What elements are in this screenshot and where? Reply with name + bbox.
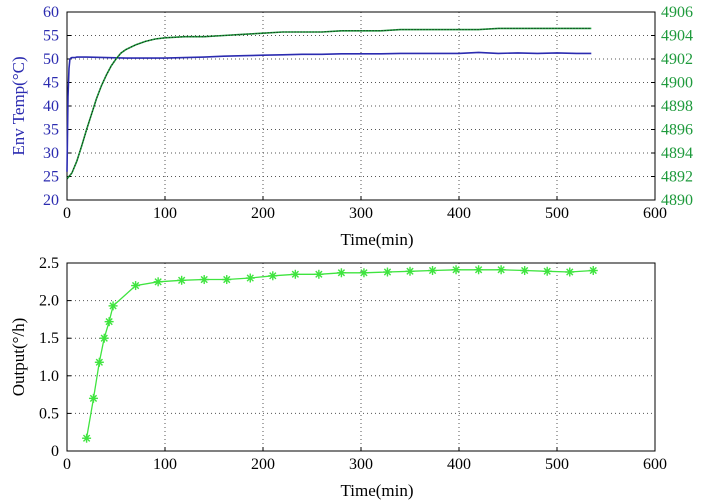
- bottom-y-tick-label: 1.0: [39, 368, 59, 385]
- bottom-chart: 0 100 200 300 400 500 600 0 0.5 1.0 1.5 2.0 2.5 Time…: [9, 255, 667, 500]
- bottom-chart-grid: [67, 263, 655, 451]
- top-y-tick-label: 20: [43, 192, 59, 209]
- top-x-tick-label: 400: [447, 205, 471, 222]
- top-y-tick-label: 25: [43, 169, 59, 186]
- bottom-x-tick-label: 600: [643, 456, 667, 473]
- top-right-tick-label: 4904: [661, 28, 693, 45]
- top-chart: 0 100 200 300 400 500 600 20 25 30 35 40 45 50 55 60 489…: [9, 4, 693, 249]
- bottom-data-point: [336, 268, 346, 278]
- top-x-tick-label: 0: [63, 205, 71, 222]
- bottom-chart-ticks: 0 100 200 300 400 500 600 0 0.5 1.0 1.5 2.0 2.5: [39, 255, 667, 473]
- bottom-data-point: [108, 301, 118, 311]
- bottom-data-point: [359, 268, 369, 278]
- bottom-x-tick-label: 100: [153, 456, 177, 473]
- top-y-axis-label: Env Temp(°C): [9, 56, 28, 155]
- bottom-data-point: [565, 267, 575, 277]
- bottom-data-point: [199, 275, 209, 285]
- bottom-y-tick-label: 1.5: [39, 330, 59, 347]
- top-x-tick-label: 200: [251, 205, 275, 222]
- bottom-y-tick-label: 2.0: [39, 293, 59, 310]
- bottom-data-point: [474, 265, 484, 275]
- bottom-y-tick-label: 2.5: [39, 255, 59, 272]
- bottom-data-point: [314, 269, 324, 279]
- top-series-1-dotted-overlay: [66, 27, 592, 180]
- top-right-tick-label: 4900: [661, 75, 693, 92]
- bottom-data-point: [104, 317, 114, 327]
- bottom-data-point: [588, 266, 598, 276]
- top-right-tick-label: 4898: [661, 98, 693, 115]
- top-x-tick-label: 100: [153, 205, 177, 222]
- top-right-tick-label: 4896: [661, 122, 693, 139]
- bottom-data-point: [245, 273, 255, 283]
- bottom-data-point: [177, 275, 187, 285]
- top-y-tick-label: 45: [43, 75, 59, 92]
- bottom-data-point: [290, 269, 300, 279]
- bottom-data-point: [405, 266, 415, 276]
- bottom-y-tick-label: 0: [51, 443, 59, 460]
- top-right-tick-label: 4890: [661, 192, 693, 209]
- bottom-data-point: [222, 275, 232, 285]
- bottom-chart-series: [82, 265, 598, 443]
- bottom-data-point: [520, 266, 530, 276]
- bottom-x-tick-label: 400: [447, 456, 471, 473]
- top-y-tick-label: 30: [43, 145, 59, 162]
- top-y-tick-label: 40: [43, 98, 59, 115]
- top-chart-grid: [67, 12, 655, 200]
- top-y-tick-label: 50: [43, 51, 59, 68]
- bottom-data-point: [94, 357, 104, 367]
- bottom-data-point: [131, 281, 141, 291]
- top-chart-series: [66, 27, 592, 180]
- bottom-x-tick-label: 500: [545, 456, 569, 473]
- top-x-tick-label: 600: [643, 205, 667, 222]
- bottom-data-point: [268, 271, 278, 281]
- bottom-x-tick-label: 200: [251, 456, 275, 473]
- top-x-axis-label: Time(min): [340, 230, 413, 249]
- bottom-data-point: [82, 433, 92, 443]
- bottom-x-tick-label: 300: [349, 456, 373, 473]
- bottom-x-axis-label: Time(min): [340, 481, 413, 500]
- bottom-data-point: [88, 393, 98, 403]
- bottom-x-tick-label: 0: [63, 456, 71, 473]
- bottom-data-point: [496, 265, 506, 275]
- bottom-y-tick-label: 0.5: [39, 405, 59, 422]
- top-y-tick-label: 60: [43, 4, 59, 21]
- top-right-tick-label: 4892: [661, 169, 693, 186]
- top-y-tick-label: 35: [43, 122, 59, 139]
- top-right-tick-label: 4894: [661, 145, 693, 162]
- top-y-tick-label: 55: [43, 28, 59, 45]
- bottom-data-point: [153, 277, 163, 287]
- bottom-data-point: [382, 267, 392, 277]
- top-right-tick-label: 4902: [661, 51, 693, 68]
- bottom-y-axis-label: Output(°/h): [9, 318, 28, 397]
- bottom-data-point: [428, 266, 438, 276]
- bottom-data-point: [451, 265, 461, 275]
- top-series-1-line: [66, 27, 592, 180]
- bottom-data-point: [542, 266, 552, 276]
- bottom-data-point: [99, 333, 109, 343]
- top-right-tick-label: 4906: [661, 4, 693, 21]
- top-x-tick-label: 300: [349, 205, 373, 222]
- top-x-tick-label: 500: [545, 205, 569, 222]
- top-series-0-line: [66, 51, 592, 172]
- top-chart-ticks: 0 100 200 300 400 500 600 20 25 30 35 40 45 50 55 60 489…: [43, 4, 693, 222]
